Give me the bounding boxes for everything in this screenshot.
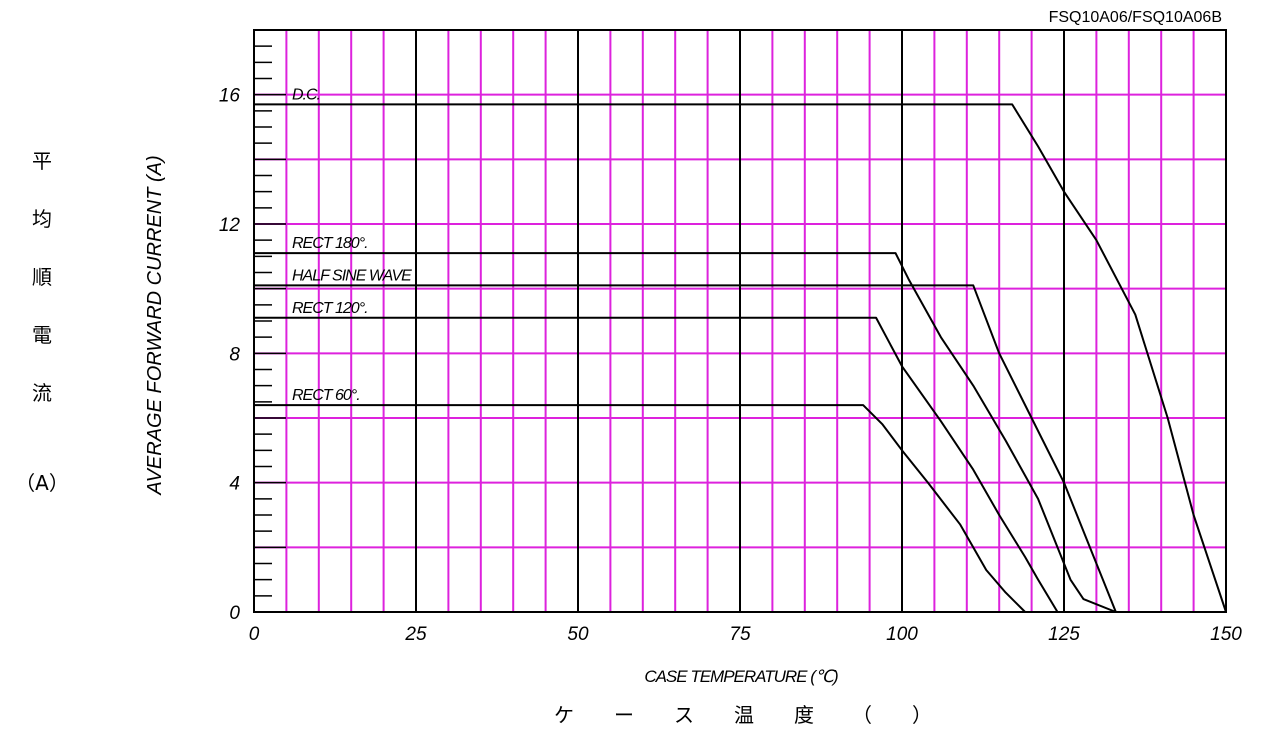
series-label: RECT 180°. <box>292 235 368 252</box>
x-axis-title-jp: ケ ー ス 温 度 （ ） <box>554 703 932 727</box>
x-tick-label: 25 <box>404 624 427 645</box>
y-minor-ticks <box>254 29 286 613</box>
y-axis-jp-char: 順 <box>32 265 52 289</box>
x-axis-jp-char: ） <box>912 703 932 727</box>
x-tick-labels: 0 25 50 75 100 125 150 <box>249 624 1243 645</box>
y-tick-label: 4 <box>229 474 240 495</box>
plot-frame <box>253 29 1227 613</box>
x-tick-label: 0 <box>249 624 260 645</box>
series-line <box>254 252 1117 613</box>
series-labels: D.C. RECT 180°. HALF SINE WAVE RECT 120°. RE… <box>292 86 413 404</box>
y-axis-jp-char: 均 <box>32 207 52 231</box>
x-axis-jp-char: 温 <box>734 703 754 727</box>
y-tick-labels: 0 4 8 12 16 <box>219 86 241 624</box>
y-axis-jp-char: 流 <box>32 381 52 405</box>
series-label: HALF SINE WAVE <box>292 267 412 284</box>
x-axis-jp-char: ス <box>674 703 694 727</box>
x-axis-title-en: CASE TEMPERATURE (℃) <box>644 667 838 686</box>
part-number: FSQ10A06/FSQ10A06B <box>1049 9 1222 26</box>
y-axis-title-jp: 平 均 順 電 流 （A） <box>15 149 69 495</box>
series-label: D.C. <box>292 86 320 103</box>
y-tick-label: 8 <box>229 344 240 365</box>
y-axis-jp-char: 電 <box>32 323 52 347</box>
series-label: RECT 60°. <box>292 387 360 404</box>
x-tick-label: 100 <box>886 624 918 645</box>
x-tick-label: 75 <box>729 624 751 645</box>
x-axis-jp-char: ケ <box>554 703 574 727</box>
y-tick-label: 0 <box>229 603 240 624</box>
y-axis-jp-unit: （A） <box>15 471 69 495</box>
series-lines <box>254 103 1227 613</box>
y-tick-label: 12 <box>219 215 241 236</box>
x-axis-jp-char: ー <box>614 703 634 727</box>
x-tick-label: 50 <box>567 624 589 645</box>
x-tick-label: 150 <box>1210 624 1242 645</box>
series-line <box>254 284 1117 613</box>
y-tick-label: 16 <box>219 86 241 107</box>
series-line <box>254 316 1059 613</box>
y-axis-title-en: AVERAGE FORWARD CURRENT (A) <box>144 155 166 495</box>
x-axis-jp-char: （ <box>852 703 872 727</box>
x-tick-label: 125 <box>1048 624 1080 645</box>
series-label: RECT 120°. <box>292 300 368 317</box>
series-line <box>254 404 1026 613</box>
y-axis-jp-char: 平 <box>32 149 52 173</box>
series-line <box>254 103 1227 613</box>
x-axis-jp-char: 度 <box>794 703 814 727</box>
major-grid <box>415 30 1065 612</box>
